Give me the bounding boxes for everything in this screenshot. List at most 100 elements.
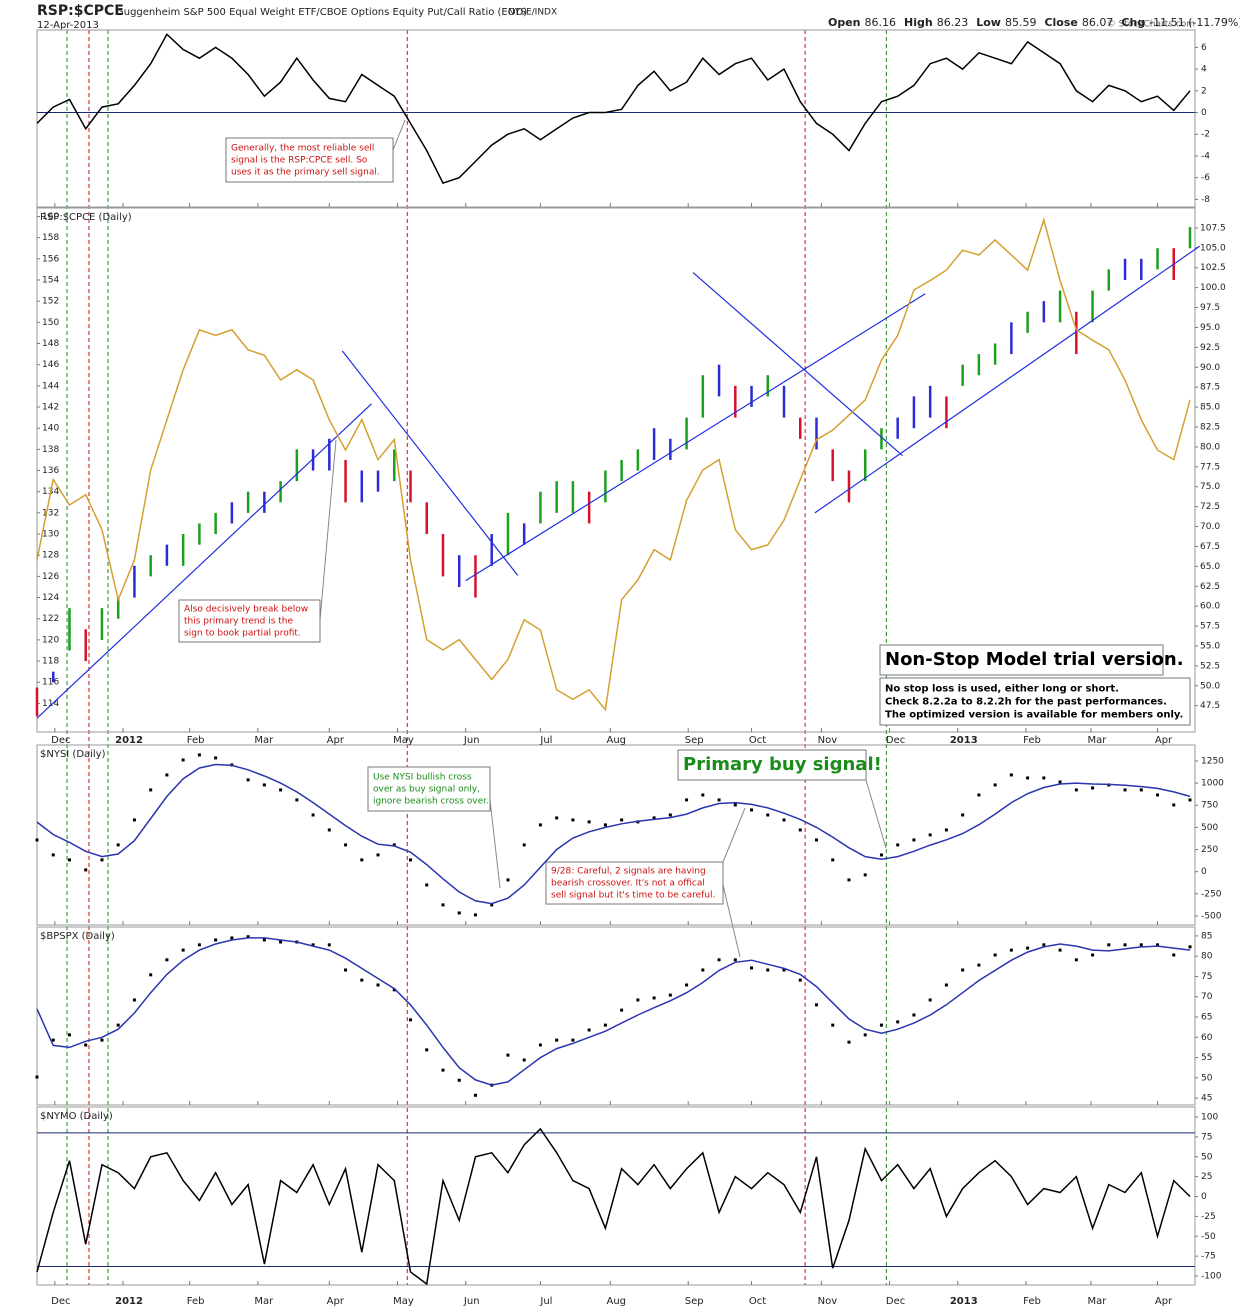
x-tick-label: Jul	[539, 735, 552, 746]
dot	[847, 1040, 851, 1044]
dot	[425, 1048, 429, 1052]
dot	[587, 820, 591, 824]
x-tick-label: Apr	[327, 735, 345, 746]
dot	[132, 998, 136, 1002]
dot	[197, 753, 201, 757]
dot	[798, 978, 802, 982]
dot	[993, 953, 997, 957]
y-tick-label: 154	[42, 275, 59, 285]
dot	[376, 853, 380, 857]
trendline	[692, 272, 903, 457]
series-line	[36, 1127, 1191, 1286]
dot	[863, 873, 867, 877]
x-tick-label: Sep	[685, 735, 704, 746]
annotation-text: Primary buy signal!	[683, 754, 882, 775]
dot	[928, 998, 932, 1002]
y-tick-label: 0	[1201, 867, 1207, 877]
y2-tick-label: 52.5	[1200, 661, 1220, 671]
y2-tick-label: 92.5	[1200, 343, 1220, 353]
annotation-box	[545, 861, 724, 905]
y-tick-label: 138	[42, 445, 59, 455]
dot	[425, 883, 429, 887]
dot	[1058, 948, 1062, 952]
annotation-text: Check 8.2.2a to 8.2.2h for the past perf…	[885, 697, 1167, 708]
y-tick-label: 152	[42, 297, 59, 307]
x-tick-label: 2012	[115, 1296, 143, 1307]
y2-tick-label: 82.5	[1200, 422, 1220, 432]
dot	[181, 758, 185, 762]
dot	[1091, 786, 1095, 790]
y-tick-label: 80	[1201, 952, 1213, 962]
dot	[652, 996, 656, 1000]
annotation-text: ignore bearish cross over.	[373, 797, 489, 807]
y-tick-label: 114	[42, 699, 59, 709]
dot	[67, 858, 71, 862]
dot	[555, 1038, 559, 1042]
y-tick-label: -4	[1201, 151, 1210, 161]
dot	[961, 813, 965, 817]
x-tick-label: Aug	[606, 1296, 626, 1307]
dot	[327, 943, 331, 947]
dot	[733, 803, 737, 807]
dot	[636, 998, 640, 1002]
y-tick-label: -8	[1201, 195, 1210, 205]
dot	[912, 838, 916, 842]
dot	[993, 783, 997, 787]
y-tick-label: 124	[42, 593, 59, 603]
annotation-text: Non-Stop Model trial version.	[885, 649, 1184, 670]
leader	[722, 884, 741, 958]
y-tick-label: -250	[1201, 889, 1222, 899]
dot	[51, 853, 55, 857]
x-tick-label: Jun	[463, 1296, 480, 1307]
panel-frame	[36, 926, 1196, 1106]
annotation-box	[677, 749, 867, 781]
dot	[685, 798, 689, 802]
x-tick-label: Mar	[254, 735, 274, 746]
dot	[668, 993, 672, 997]
dot	[181, 948, 185, 952]
dot	[457, 1078, 461, 1082]
y2-tick-label: 95.0	[1200, 323, 1220, 333]
copyright: © StockCharts.com	[1107, 20, 1195, 30]
dot	[766, 813, 770, 817]
annotation-box	[879, 677, 1191, 726]
dot	[441, 903, 445, 907]
x-tick-label: 2012	[115, 735, 143, 746]
y-tick-label: 1250	[1201, 756, 1224, 766]
dot	[620, 818, 624, 822]
dot	[1074, 788, 1078, 792]
dot	[555, 816, 559, 820]
x-tick-label: Aug	[606, 735, 626, 746]
dot	[230, 936, 234, 940]
y-tick-label: 144	[42, 381, 59, 391]
dot	[701, 968, 705, 972]
dot	[944, 983, 948, 987]
dot	[603, 1023, 607, 1027]
dot	[1042, 943, 1046, 947]
panel-title: $BPSPX (Daily)	[40, 931, 115, 942]
dot	[1172, 953, 1176, 957]
dot	[1107, 943, 1111, 947]
quote-label: Open	[828, 16, 861, 29]
y-tick-label: 75	[1201, 972, 1212, 982]
dot	[717, 798, 721, 802]
dot	[668, 813, 672, 817]
x-tick-label: Apr	[1155, 1296, 1173, 1307]
dot	[896, 843, 900, 847]
dot	[831, 1023, 835, 1027]
y-tick-label: 750	[1201, 801, 1218, 811]
y-tick-label: 156	[42, 254, 59, 264]
y2-tick-label: 70.0	[1200, 522, 1220, 532]
dot	[1172, 803, 1176, 807]
dot	[165, 958, 169, 962]
trendline	[341, 350, 519, 576]
y-tick-label: 1000	[1201, 779, 1224, 789]
leader	[722, 807, 746, 863]
dot	[1026, 946, 1030, 950]
y2-tick-label: 85.0	[1200, 403, 1220, 413]
annotation-text: No stop loss is used, either long or sho…	[885, 684, 1119, 695]
y2-tick-label: 47.5	[1200, 701, 1220, 711]
dot	[912, 1013, 916, 1017]
y2-tick-label: 67.5	[1200, 542, 1220, 552]
x-tick-label: Apr	[327, 1296, 345, 1307]
